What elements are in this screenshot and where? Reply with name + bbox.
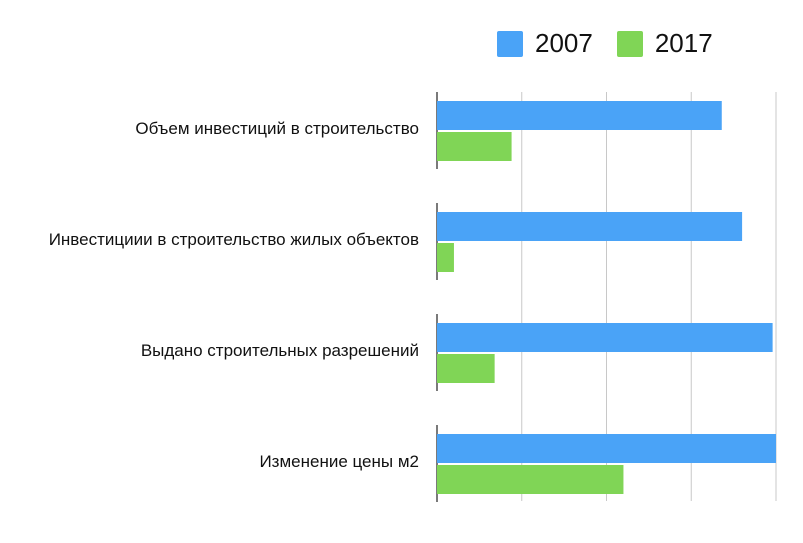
category-label: Изменение цены м2 — [259, 452, 419, 471]
legend-item-2017: 2017 — [616, 28, 713, 59]
legend-swatch-2007 — [497, 30, 523, 57]
bar-2017 — [437, 132, 512, 161]
category-label: Выдано строительных разрешений — [141, 341, 419, 360]
bar-2007 — [437, 101, 722, 130]
bar-2007 — [437, 212, 743, 241]
bar-2017 — [437, 465, 624, 494]
bar-2017 — [437, 354, 495, 383]
legend-item-2007: 2007 — [497, 28, 593, 59]
category-label: Инвестициии в строительство жилых объект… — [49, 230, 419, 249]
category-label: Объем инвестиций в строительство — [135, 119, 419, 138]
bar-2007 — [437, 323, 773, 352]
bar-2017 — [437, 243, 454, 272]
legend-swatch-2017 — [616, 30, 643, 57]
legend-label-2007: 2007 — [535, 28, 593, 58]
legend: 2007 2017 — [497, 28, 737, 59]
legend-label-2017: 2017 — [654, 28, 713, 58]
bar-2007 — [437, 434, 776, 463]
